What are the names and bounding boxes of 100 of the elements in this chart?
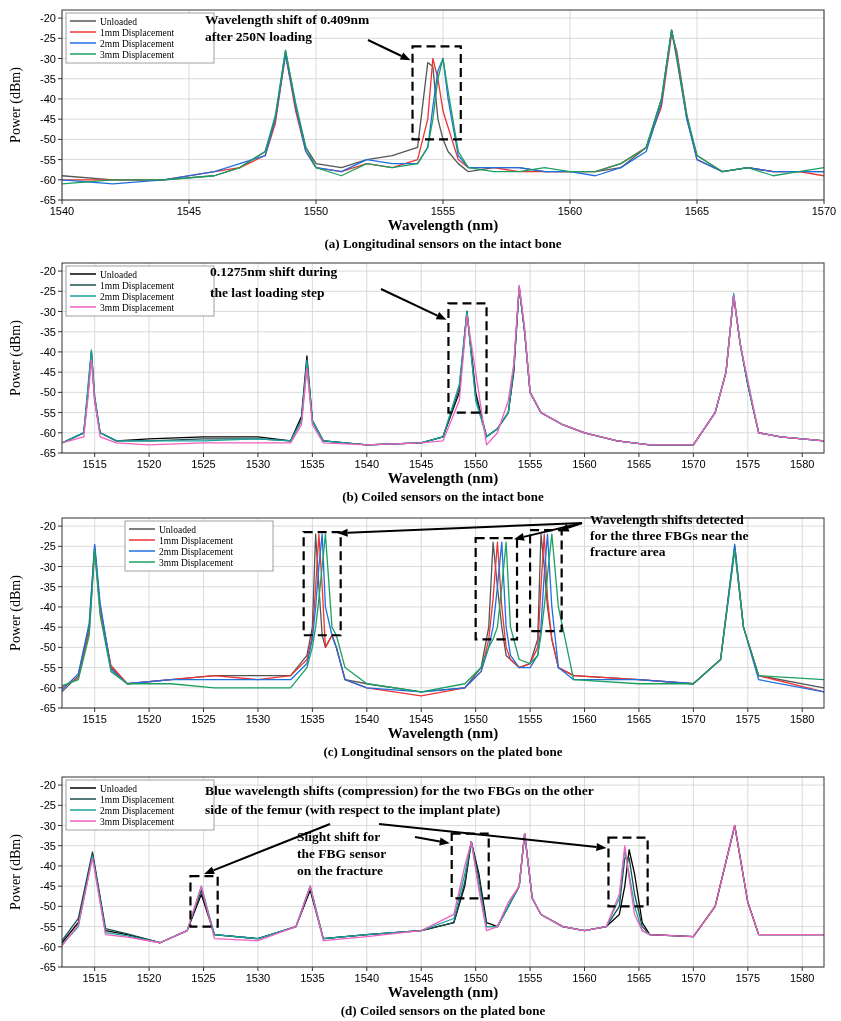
y-tick-label: -35 xyxy=(40,325,56,338)
x-tick-label: 1515 xyxy=(82,972,107,984)
x-tick-label: 1555 xyxy=(517,713,543,725)
legend-label: Unloaded xyxy=(100,16,138,27)
y-tick-label: -55 xyxy=(40,661,56,674)
x-tick-label: 1540 xyxy=(354,972,380,984)
x-axis-title: Wavelength (nm) xyxy=(387,470,499,487)
legend-label: 1mm Displacement xyxy=(100,27,175,38)
y-tick-label: -45 xyxy=(40,621,56,634)
y-tick-label: -45 xyxy=(40,113,56,126)
y-tick-label: -55 xyxy=(40,406,56,419)
x-tick-label: 1550 xyxy=(463,713,488,725)
x-tick-label: 1575 xyxy=(735,458,761,470)
text: (b) Coiled sensors on the intact bone xyxy=(342,489,544,504)
legend-label: 3mm Displacement xyxy=(159,557,234,568)
legend-label: 2mm Displacement xyxy=(159,546,234,557)
x-tick-label: 1525 xyxy=(191,972,216,984)
y-tick-label: -40 xyxy=(40,92,56,105)
x-tick-label: 1560 xyxy=(557,205,583,217)
y-tick-label: -60 xyxy=(40,940,56,953)
legend-label: Unloaded xyxy=(100,269,138,280)
annotation: Blue wavelength shifts (compression) for the two FBGs on the other side of the femur (with respect to the implant plate) xyxy=(205,783,594,817)
y-tick-label: -60 xyxy=(40,681,56,694)
y-tick-label: -40 xyxy=(40,345,56,358)
legend-label: Unloaded xyxy=(159,524,197,535)
x-tick-label: 1560 xyxy=(572,458,597,470)
legend-label: 2mm Displacement xyxy=(100,805,175,816)
annotation: Wavelength shift of 0.409nm after 250N loading xyxy=(205,12,371,44)
y-tick-label: -30 xyxy=(40,52,56,65)
x-tick-label: 1545 xyxy=(408,713,434,725)
x-tick-label: 1560 xyxy=(572,972,597,984)
y-tick-label: -30 xyxy=(40,560,56,573)
y-tick-label: -55 xyxy=(40,920,56,933)
y-tick-label: -60 xyxy=(40,173,56,186)
annotation: 0.1275nm shift during the last loading step xyxy=(210,264,338,300)
x-tick-label: 1580 xyxy=(789,972,815,984)
x-tick-label: 1555 xyxy=(430,205,456,217)
x-tick-label: 1550 xyxy=(463,972,488,984)
legend-label: 3mm Displacement xyxy=(100,302,175,313)
y-tick-label: -25 xyxy=(40,32,56,45)
x-tick-label: 1515 xyxy=(82,458,107,470)
x-tick-label: 1545 xyxy=(176,205,202,217)
y-tick-label: -65 xyxy=(40,194,56,206)
x-tick-label: 1555 xyxy=(517,972,543,984)
y-tick-label: -65 xyxy=(40,447,56,459)
x-tick-label: 1540 xyxy=(354,713,380,725)
y-tick-label: -25 xyxy=(40,799,56,812)
y-tick-label: -20 xyxy=(40,12,56,25)
x-tick-label: 1550 xyxy=(463,458,488,470)
x-tick-label: 1565 xyxy=(626,972,652,984)
annotation: Wavelength shifts detected for the three FBGs near the fracture area xyxy=(590,512,749,559)
y-tick-label: -35 xyxy=(40,839,56,852)
y-tick-label: -40 xyxy=(40,600,56,613)
x-tick-label: 1575 xyxy=(735,972,761,984)
x-tick-label: 1565 xyxy=(626,713,652,725)
legend-label: Unloaded xyxy=(100,783,138,794)
x-tick-label: 1525 xyxy=(191,458,216,470)
x-tick-label: 1530 xyxy=(245,713,271,725)
annotation: Slight shift for the FBG sensor on the fracture xyxy=(297,829,387,878)
y-tick-label: -65 xyxy=(40,702,56,714)
x-tick-label: 1580 xyxy=(789,713,815,725)
x-tick-label: 1545 xyxy=(408,458,434,470)
y-tick-label: -20 xyxy=(40,520,56,533)
x-tick-label: 1540 xyxy=(49,205,75,217)
x-tick-label: 1535 xyxy=(300,972,325,984)
x-tick-label: 1565 xyxy=(626,458,652,470)
text: (a) Longitudinal sensors on the intact bone xyxy=(324,236,562,251)
y-tick-label: -65 xyxy=(40,961,56,973)
y-tick-label: -50 xyxy=(40,133,56,146)
text: (c) Longitudinal sensors on the plated bone xyxy=(323,744,563,759)
legend-label: 1mm Displacement xyxy=(159,535,234,546)
x-tick-label: 1550 xyxy=(303,205,329,217)
legend-label: 1mm Displacement xyxy=(100,794,175,805)
x-tick-label: 1570 xyxy=(681,458,706,470)
y-tick-label: -45 xyxy=(40,880,56,893)
x-tick-label: 1530 xyxy=(245,458,271,470)
y-axis-title: Power (dBm) xyxy=(8,833,24,910)
legend-label: 3mm Displacement xyxy=(100,816,175,827)
y-tick-label: -55 xyxy=(40,153,56,166)
x-tick-label: 1535 xyxy=(300,713,325,725)
x-tick-label: 1515 xyxy=(82,713,107,725)
x-tick-label: 1555 xyxy=(517,458,543,470)
legend-label: 2mm Displacement xyxy=(100,291,175,302)
x-tick-label: 1530 xyxy=(245,972,271,984)
x-tick-label: 1560 xyxy=(572,713,597,725)
y-axis-title: Power (dBm) xyxy=(8,66,24,143)
x-tick-label: 1540 xyxy=(354,458,380,470)
text: (d) Coiled sensors on the plated bone xyxy=(340,1003,546,1018)
y-tick-label: -60 xyxy=(40,426,56,439)
legend-label: 2mm Displacement xyxy=(100,38,175,49)
legend-label: 1mm Displacement xyxy=(100,280,175,291)
x-tick-label: 1520 xyxy=(136,713,162,725)
x-tick-label: 1570 xyxy=(811,205,837,217)
y-tick-label: -25 xyxy=(40,285,56,298)
x-axis-title: Wavelength (nm) xyxy=(387,984,499,1001)
y-tick-label: -20 xyxy=(40,779,56,792)
y-axis-title: Power (dBm) xyxy=(8,319,24,396)
x-tick-label: 1520 xyxy=(136,458,162,470)
y-tick-label: -40 xyxy=(40,859,56,872)
y-tick-label: -50 xyxy=(40,386,56,399)
